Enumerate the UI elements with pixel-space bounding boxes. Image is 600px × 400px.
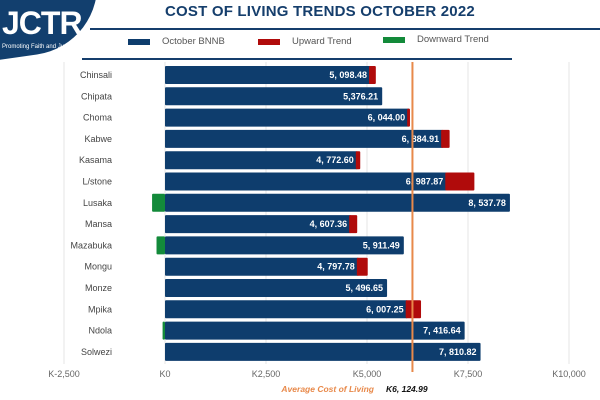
bar-upward-trend (349, 215, 358, 234)
category-label: Kasama (79, 155, 112, 165)
x-tick-label: K0 (159, 369, 170, 379)
legend-swatch (383, 37, 405, 43)
x-tick-label: K5,000 (353, 369, 382, 379)
data-label: 7, 416.64 (423, 326, 461, 336)
bar-upward-trend (355, 151, 361, 170)
legend-label: Downward Trend (417, 34, 489, 45)
data-label: 6, 044.00 (368, 113, 406, 123)
bar-upward-trend (368, 66, 376, 84)
bar-bnnb (165, 236, 404, 255)
bar-upward-trend (407, 108, 410, 127)
logo-text: JCTR (2, 5, 83, 41)
category-label: Mpika (88, 304, 112, 314)
data-label: 4, 797.78 (317, 262, 355, 272)
category-label: Lusaka (83, 198, 112, 208)
category-label: Ndola (88, 326, 112, 336)
data-label: 5,376.21 (343, 91, 378, 101)
bar-bnnb (165, 172, 448, 191)
x-tick-label: K2,500 (252, 369, 281, 379)
data-label: 4, 772.60 (316, 155, 354, 165)
legend-item-downward: Downward Trend (383, 34, 489, 46)
bar-bnnb (165, 279, 388, 297)
category-label: Chipata (81, 91, 112, 101)
bar-bnnb (165, 321, 465, 340)
category-label: Chinsali (80, 70, 112, 80)
legend-item-bnnb: October BNNB (128, 36, 225, 48)
data-label: 7, 810.82 (439, 347, 477, 357)
bar-downward-trend (162, 321, 165, 340)
category-label: Monze (85, 283, 112, 293)
bar-bnnb (165, 215, 352, 234)
bar-bnnb (165, 300, 408, 319)
category-label: Mongu (84, 262, 112, 272)
bar-downward-trend (152, 193, 165, 212)
category-label: Mazabuka (70, 240, 112, 250)
legend-label: Upward Trend (292, 36, 352, 47)
category-label: L/stone (82, 177, 112, 187)
bar-bnnb (165, 108, 410, 127)
bar-bnnb (165, 129, 444, 148)
data-label: 8, 537.78 (468, 198, 506, 208)
average-value: K6, 124.99 (386, 384, 428, 394)
category-label: Solwezi (81, 347, 112, 357)
chart-title: COST OF LIVING TRENDS OCTOBER 2022 (165, 3, 475, 20)
data-label: 5, 098.48 (329, 70, 367, 80)
legend-swatch (128, 39, 150, 45)
bar-upward-trend (441, 129, 450, 148)
x-tick-label: K7,500 (454, 369, 483, 379)
bar-bnnb (165, 66, 371, 84)
bar-bnnb (165, 193, 510, 212)
bar-bnnb (165, 342, 481, 361)
x-tick-label: K-2,500 (48, 369, 80, 379)
data-label: 6, 884.91 (402, 134, 440, 144)
legend-label: October BNNB (162, 36, 225, 47)
data-label: 5, 496.65 (346, 283, 384, 293)
legend-rule (82, 58, 512, 60)
average-label: Average Cost of Living (281, 384, 374, 394)
bar-bnnb (165, 87, 383, 106)
x-tick-label: K10,000 (552, 369, 586, 379)
bar-upward-trend (445, 172, 475, 191)
legend-item-upward: Upward Trend (258, 36, 352, 48)
data-label: 6, 987.87 (406, 177, 444, 187)
category-label: Mansa (85, 219, 112, 229)
bar-downward-trend (156, 236, 165, 255)
data-label: 5, 911.49 (363, 240, 400, 250)
title-rule (90, 28, 600, 30)
data-label: 4, 607.36 (310, 219, 348, 229)
bar-upward-trend (356, 257, 368, 276)
legend-swatch (258, 39, 280, 45)
bar-bnnb (165, 257, 359, 276)
category-label: Choma (83, 113, 112, 123)
data-label: 6, 007.25 (366, 304, 404, 314)
category-label: Kabwe (84, 134, 112, 144)
bar-bnnb (165, 151, 358, 170)
logo-tagline: Promoting Faith and Justice (2, 44, 77, 50)
